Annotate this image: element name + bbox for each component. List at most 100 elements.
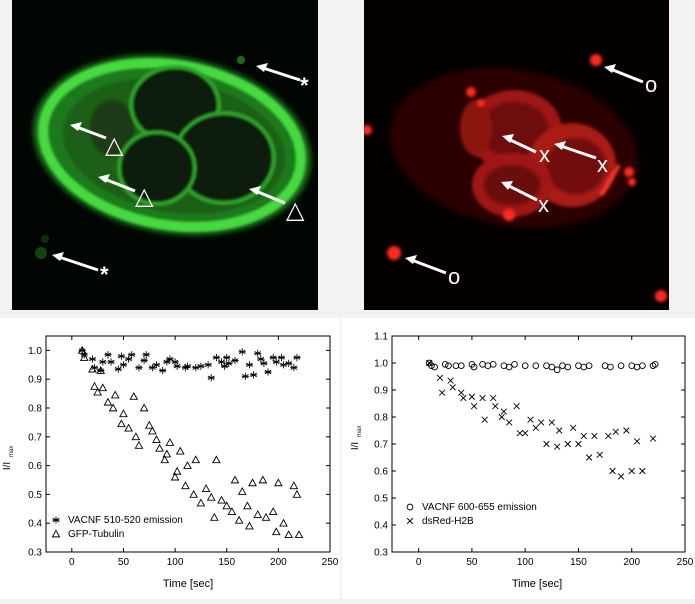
data-point xyxy=(103,397,113,406)
data-point xyxy=(241,372,249,380)
arrow-star-bottom: * xyxy=(52,252,109,287)
series-vacnf-600-655-emission xyxy=(425,359,659,374)
data-point xyxy=(230,475,240,484)
data-point xyxy=(559,362,566,370)
data-point xyxy=(585,362,593,370)
data-point xyxy=(569,424,577,431)
data-point xyxy=(289,481,299,490)
legend-marker-dsred-h2b xyxy=(406,517,414,525)
data-point xyxy=(580,432,587,440)
data-point xyxy=(125,355,133,363)
data-point xyxy=(633,363,641,371)
y-tick-label: 0.4 xyxy=(374,521,388,532)
x-tick-label: 0 xyxy=(416,557,422,568)
marker-o-bottom: o xyxy=(448,264,460,289)
data-point xyxy=(506,419,513,426)
series-gfp-tubulin xyxy=(77,345,304,539)
arrow-o-bottom: o xyxy=(405,255,460,289)
data-point xyxy=(580,363,588,371)
x-tick-label: 200 xyxy=(270,557,287,568)
data-point xyxy=(128,351,136,359)
y-axis-label: I/I max xyxy=(350,426,363,451)
y-axis-label-sub: max xyxy=(9,446,15,457)
chart-red-svg: 0 50 100 150 200 250 0.3 0.4 0.5 0.6 0.7 0.8 0.9 1.0 1… xyxy=(350,332,694,591)
data-point xyxy=(119,409,128,418)
data-point xyxy=(516,430,524,437)
data-point xyxy=(479,394,486,402)
data-point xyxy=(532,362,540,370)
marker-x-1: x xyxy=(539,142,550,167)
data-point xyxy=(189,489,199,498)
y-tick-label: 0.5 xyxy=(28,490,42,501)
data-point xyxy=(543,440,550,448)
legend-marker-vacnf-510-520-emission xyxy=(52,516,60,524)
data-point xyxy=(231,356,239,365)
data-point xyxy=(426,359,433,367)
data-point xyxy=(258,475,268,484)
red-bright-spots xyxy=(364,54,667,302)
data-point xyxy=(98,383,108,392)
data-point xyxy=(142,351,150,359)
data-point xyxy=(209,512,219,521)
data-point xyxy=(152,435,161,444)
data-point xyxy=(543,362,550,370)
y-tick-label: 0.6 xyxy=(28,461,42,472)
micrograph-red-image: o o x x x xyxy=(364,0,669,310)
data-point xyxy=(222,501,232,510)
data-point xyxy=(505,363,513,371)
data-point xyxy=(500,408,508,415)
marker-triangle-1: △ xyxy=(105,132,124,159)
data-point xyxy=(201,484,211,492)
data-point xyxy=(575,440,582,448)
arrow-triangle-3: △ xyxy=(249,186,305,224)
arrow-triangle-2: △ xyxy=(98,174,154,210)
arrow-o-top: o xyxy=(604,64,657,97)
x-tick-label: 200 xyxy=(623,557,640,568)
data-point xyxy=(88,364,97,373)
data-point xyxy=(114,365,122,373)
data-point xyxy=(564,363,572,371)
data-point xyxy=(548,363,556,371)
data-point xyxy=(155,443,164,452)
data-point xyxy=(490,394,497,402)
data-point xyxy=(481,416,488,423)
y-tick-label: 1.0 xyxy=(374,359,388,370)
data-point xyxy=(257,355,265,363)
data-point xyxy=(460,394,467,402)
y-tick-label: 0.9 xyxy=(374,386,388,397)
data-point xyxy=(511,361,518,368)
data-point xyxy=(243,501,252,510)
data-point xyxy=(223,354,231,362)
data-point xyxy=(553,366,561,374)
data-point xyxy=(601,362,609,370)
data-point xyxy=(96,366,106,374)
data-point xyxy=(617,362,625,370)
x-tick-label: 150 xyxy=(570,557,587,568)
data-point xyxy=(131,432,141,441)
data-point xyxy=(264,368,272,376)
x-tick-label: 0 xyxy=(69,557,75,568)
data-point xyxy=(261,512,271,521)
y-tick-label: 0.8 xyxy=(374,413,388,424)
data-point xyxy=(248,478,257,487)
marker-star-top: * xyxy=(300,73,309,98)
data-point xyxy=(564,440,571,448)
marker-star-bottom: * xyxy=(100,262,109,287)
red-annotations: o o x x x xyxy=(405,64,657,289)
data-point xyxy=(217,358,226,366)
data-point xyxy=(468,393,476,400)
data-point xyxy=(628,362,636,370)
data-point xyxy=(492,403,499,410)
y-tick-label: 0.8 xyxy=(28,404,42,415)
y-tick-label: 0.5 xyxy=(374,494,388,505)
data-point xyxy=(171,358,179,366)
data-point xyxy=(204,361,212,369)
marker-o-top: o xyxy=(645,72,657,97)
data-point xyxy=(596,451,603,458)
y-tick-label: 1.0 xyxy=(28,346,42,357)
data-point xyxy=(447,377,454,384)
y-tick-label: 0.6 xyxy=(374,467,388,478)
data-point xyxy=(227,507,237,516)
y-axis-label: I/I max xyxy=(2,446,15,471)
data-point xyxy=(108,403,118,412)
